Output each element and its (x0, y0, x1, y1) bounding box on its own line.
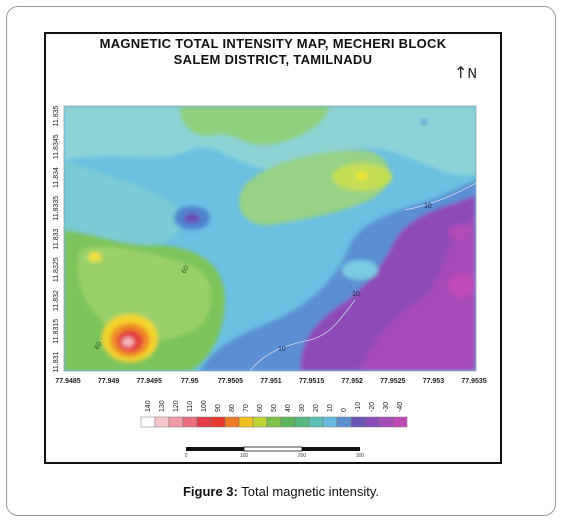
y-tick-label: 11.8325 (53, 257, 60, 282)
legend-value-label: 140 (145, 400, 152, 412)
north-arrow-icon: ↑ (454, 63, 468, 82)
legend-swatch (182, 416, 198, 428)
legend-swatch (280, 416, 296, 428)
contour-line-10b (249, 299, 356, 371)
map-title-line2: SALEM DISTRICT, TAMILNADU (173, 52, 373, 67)
legend-swatch (364, 416, 380, 428)
x-tick-label: 77.949 (98, 378, 120, 385)
legend-labels: 140 130 120 110 100 90 80 70 60 50 40 30 20 10 0 -10 -20… (145, 400, 404, 412)
legend-value-label: 10 (327, 404, 334, 412)
scale-tick-label: 100 (240, 453, 249, 459)
y-tick-label: 11.8335 (53, 196, 60, 221)
legend-swatch (210, 416, 226, 428)
legend-swatch (350, 416, 366, 428)
legend-value-label: 40 (285, 404, 292, 412)
legend-swatch (336, 416, 352, 428)
contour-label: 60 (94, 341, 104, 351)
legend-value-label: 50 (271, 404, 278, 412)
legend-value-label: 100 (201, 400, 208, 412)
north-arrow: ↑N (454, 63, 478, 83)
x-tick-label: 77.95 (181, 378, 199, 385)
legend-value-label: 60 (257, 404, 264, 412)
legend-value-label: 120 (173, 400, 180, 412)
zone-left-light-green (77, 246, 212, 340)
zone-right-min (448, 273, 476, 297)
zone-left-yellow-spot (88, 252, 102, 262)
zone-center-peak (356, 172, 368, 180)
zone-left-cyan (64, 160, 181, 245)
contour-label: 10 (424, 203, 432, 210)
caption-text: Total magnetic intensity. (237, 484, 380, 499)
legend-value-label: 80 (229, 404, 236, 412)
caption-label: Figure 3: (182, 484, 238, 499)
legend-swatch (252, 416, 268, 428)
x-tick-label: 77.951 (260, 378, 282, 385)
legend-value-label: -20 (369, 402, 376, 412)
zone-blue-island (365, 239, 383, 251)
legend-swatch (224, 416, 240, 428)
x-axis: 77.9485 77.949 77.9495 77.95 77.9505 77.951 77… (55, 378, 486, 385)
x-tick-label: 77.9505 (218, 378, 243, 385)
legend-swatch (392, 416, 408, 428)
scale-tick-label: 300 (356, 453, 365, 459)
legend-swatch (322, 416, 338, 428)
zone-right-deep-purple (360, 215, 476, 371)
legend-swatch (266, 416, 282, 428)
legend-swatch (308, 416, 324, 428)
x-tick-label: 77.9535 (461, 378, 486, 385)
scale-ticks: 0 100 200 300 (185, 453, 365, 459)
zone-center-purple-low (184, 213, 200, 223)
legend-swatch (238, 416, 254, 428)
y-tick-label: 11.834 (53, 167, 60, 188)
zone-cyan-island (342, 260, 378, 280)
scale-tick-label: 200 (298, 453, 307, 459)
legend-value-label: 90 (215, 404, 222, 412)
zone-top-blue-dot (421, 119, 427, 125)
x-tick-label: 77.952 (341, 378, 363, 385)
zone-right-min-2 (448, 225, 468, 239)
y-tick-label: 11.8315 (53, 319, 60, 344)
legend-swatch (196, 416, 212, 428)
contour-label: 10 (278, 346, 286, 353)
legend-value-label: -40 (397, 402, 404, 412)
y-tick-label: 11.835 (53, 105, 60, 126)
plot-border (63, 105, 477, 372)
y-tick-label: 11.833 (53, 228, 60, 249)
legend-value-label: -30 (383, 402, 390, 412)
legend-swatch (168, 416, 184, 428)
x-tick-label: 77.9525 (380, 378, 405, 385)
legend-colorbar (140, 416, 408, 428)
legend-swatch (294, 416, 310, 428)
contour-label: 10 (352, 291, 360, 298)
legend-swatch (154, 416, 170, 428)
legend-value-label: 20 (313, 404, 320, 412)
y-axis: 11.835 11.8345 11.834 11.8335 11.833 11.8325 1… (53, 105, 60, 372)
legend-value-label: 30 (299, 404, 306, 412)
figure-caption: Figure 3: Total magnetic intensity. (0, 484, 562, 499)
y-tick-label: 11.832 (53, 290, 60, 311)
y-tick-label: 11.831 (53, 351, 60, 372)
contour-label: 60 (181, 265, 191, 275)
legend-value-label: 130 (159, 400, 166, 412)
legend-swatch (378, 416, 394, 428)
x-tick-label: 77.953 (423, 378, 445, 385)
map-title-line1: MAGNETIC TOTAL INTENSITY MAP, MECHERI BL… (99, 36, 447, 51)
anomaly-core (122, 337, 134, 347)
legend-swatch (140, 416, 156, 428)
legend-value-label: -10 (355, 402, 362, 412)
x-tick-label: 77.9485 (55, 378, 80, 385)
north-label: N (467, 67, 478, 82)
y-tick-label: 11.8345 (53, 134, 60, 159)
legend-value-label: 0 (341, 408, 348, 412)
x-tick-label: 77.9515 (299, 378, 324, 385)
scale-tick-label: 0 (185, 453, 188, 459)
legend-value-label: 110 (187, 401, 194, 412)
scale-bar (186, 446, 360, 452)
x-tick-label: 77.9495 (137, 378, 162, 385)
legend-value-label: 70 (243, 404, 250, 412)
zone-top-green (179, 106, 330, 146)
contour-line-10 (404, 182, 476, 211)
intensity-map (64, 106, 476, 371)
